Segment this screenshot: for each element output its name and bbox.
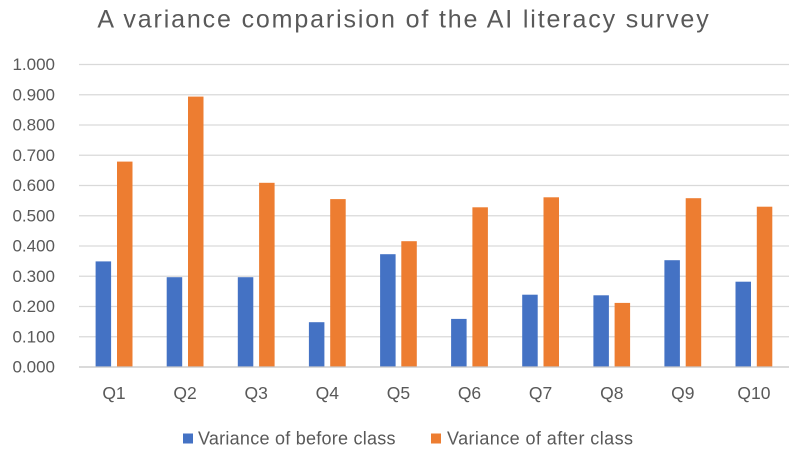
svg-text:0.900: 0.900 bbox=[12, 85, 55, 104]
svg-text:Q2: Q2 bbox=[173, 383, 196, 403]
svg-text:Q6: Q6 bbox=[458, 383, 481, 403]
svg-text:Q8: Q8 bbox=[600, 383, 623, 403]
svg-text:0.100: 0.100 bbox=[12, 327, 55, 346]
svg-text:Q1: Q1 bbox=[102, 383, 125, 403]
svg-text:Q7: Q7 bbox=[529, 383, 552, 403]
svg-text:0.300: 0.300 bbox=[12, 267, 55, 286]
svg-text:Q9: Q9 bbox=[671, 383, 694, 403]
svg-text:0.700: 0.700 bbox=[12, 146, 55, 165]
svg-text:0.000: 0.000 bbox=[12, 358, 55, 377]
svg-text:0.800: 0.800 bbox=[12, 116, 55, 135]
svg-text:0.200: 0.200 bbox=[12, 297, 55, 316]
svg-text:Variance of after class: Variance of after class bbox=[447, 429, 633, 449]
svg-text:Q10: Q10 bbox=[737, 383, 770, 403]
svg-text:1.000: 1.000 bbox=[12, 55, 55, 74]
svg-text:0.500: 0.500 bbox=[12, 206, 55, 225]
svg-text:Variance of before class: Variance of before class bbox=[198, 429, 396, 449]
svg-text:0.600: 0.600 bbox=[12, 176, 55, 195]
svg-text:0.400: 0.400 bbox=[12, 237, 55, 256]
svg-text:A variance comparision of the: A variance comparision of the AI literac… bbox=[97, 6, 710, 34]
svg-text:Q4: Q4 bbox=[316, 383, 340, 403]
svg-text:Q3: Q3 bbox=[245, 383, 268, 403]
svg-text:Q5: Q5 bbox=[387, 383, 410, 403]
